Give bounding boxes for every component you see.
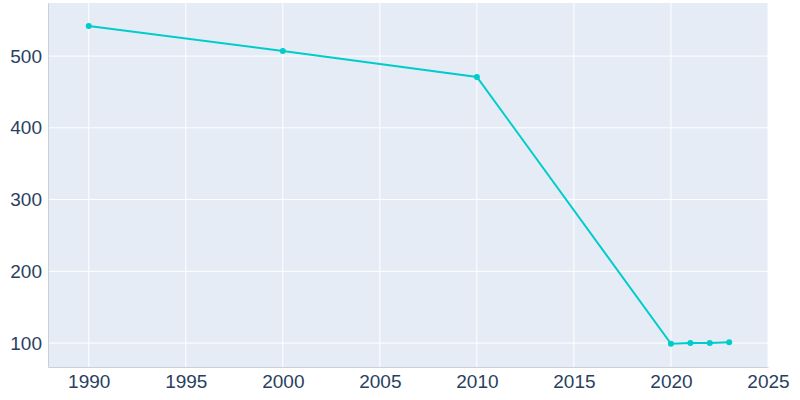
- grid-line: [48, 127, 768, 128]
- axis-line: [48, 4, 49, 368]
- axis-line: [49, 367, 769, 368]
- chart: 1990 1995 2000 2005 2010 2015 2020 2025 100 200 30…: [0, 0, 800, 400]
- tick: 200: [10, 261, 48, 282]
- plot-background: [48, 3, 768, 367]
- tick: 2015: [553, 367, 595, 392]
- plot: 1990 1995 2000 2005 2010 2015 2020 2025 100 200 30…: [10, 3, 789, 392]
- tick: 100: [10, 333, 48, 354]
- grid-line: [282, 3, 283, 367]
- tick-label: 2005: [359, 371, 401, 392]
- tick: 2025: [747, 367, 789, 392]
- tick: 1990: [68, 367, 110, 392]
- y-axis: 100 200 300 400 500: [10, 4, 48, 368]
- tick-label: 2010: [456, 371, 498, 392]
- grid-line: [48, 199, 768, 200]
- grid-line: [48, 56, 768, 57]
- tick: 2000: [262, 367, 304, 392]
- tick-label: 400: [10, 117, 42, 138]
- tick-label: 100: [10, 333, 42, 354]
- tick-label: 1990: [68, 371, 110, 392]
- grid-line: [670, 3, 671, 367]
- x-axis: 1990 1995 2000 2005 2010 2015 2020 2025: [49, 367, 790, 392]
- grid-line: [476, 3, 477, 367]
- series: [86, 23, 732, 347]
- marker: [726, 339, 732, 345]
- tick: 2020: [650, 367, 692, 392]
- tick-label: 200: [10, 261, 42, 282]
- tick: 400: [10, 117, 48, 138]
- marker: [687, 340, 693, 346]
- tick-label: 2020: [650, 371, 692, 392]
- marker: [707, 340, 713, 346]
- tick-label: 2000: [262, 371, 304, 392]
- grid-line: [185, 3, 186, 367]
- tick-label: 500: [10, 46, 42, 67]
- tick-label: 300: [10, 189, 42, 210]
- grid-line: [48, 271, 768, 272]
- tick: 500: [10, 46, 48, 67]
- grid-line: [379, 3, 380, 367]
- grid-line: [48, 343, 768, 344]
- marker: [280, 48, 286, 54]
- y-grid: [48, 56, 768, 343]
- tick-label: 1995: [165, 371, 207, 392]
- tick-label: 2015: [553, 371, 595, 392]
- x-grid: [89, 3, 768, 367]
- marker: [474, 74, 480, 80]
- tick-label: 2025: [747, 371, 789, 392]
- grid-line: [573, 3, 574, 367]
- tick: 1995: [165, 367, 207, 392]
- marker: [668, 341, 674, 347]
- tick: 2010: [456, 367, 498, 392]
- grid-line: [88, 3, 89, 367]
- marker: [86, 23, 92, 29]
- grid-line: [768, 3, 769, 367]
- tick: 300: [10, 189, 48, 210]
- line: [89, 26, 729, 344]
- tick: 2005: [359, 367, 401, 392]
